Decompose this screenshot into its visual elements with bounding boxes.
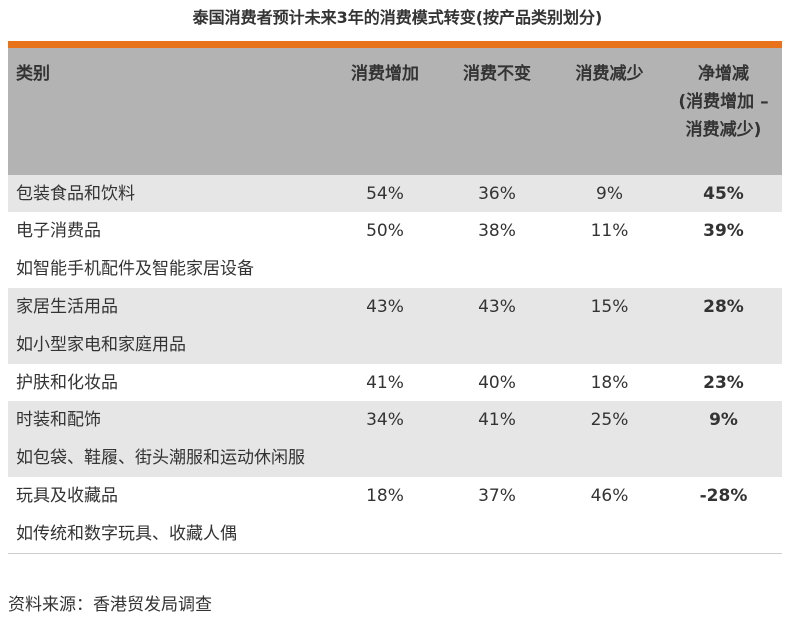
value-cell: 46% [554, 477, 665, 554]
category-name: 电子消费品 [16, 221, 101, 241]
category-note: 如智能手机配件及智能家居设备 [16, 259, 254, 279]
category-name: 包装食品和饮料 [16, 184, 135, 204]
category-note: 如小型家电和家庭用品 [16, 335, 186, 355]
category-name: 家居生活用品 [16, 297, 118, 317]
header-cell: 消费不变 [440, 48, 554, 175]
value-cell: 54% [330, 175, 440, 212]
header-text: 净增减 (消费增加 – 消费减少) [678, 64, 769, 140]
category-cell: 时装和配饰如包袋、鞋履、街头潮服和运动休闲服 [8, 401, 330, 477]
category-name: 玩具及收藏品 [16, 486, 118, 506]
category-name: 时装和配饰 [16, 410, 101, 430]
header-cell: 消费增加 [330, 48, 440, 175]
value-cell: 28% [665, 288, 782, 364]
value-cell: 18% [590, 373, 629, 393]
header-cell: 类别 [8, 48, 330, 175]
value-cell: -28% [665, 477, 782, 554]
table-body: 包装食品和饮料 54% 36% 9% 45% 电子消费品 如智能手机配件及智能家居设备 50%… [8, 175, 782, 554]
category-cell: 玩具及收藏品如传统和数字玩具、收藏人偶 [8, 477, 330, 554]
category-name: 护肤和化妆品 [16, 373, 118, 393]
table-row: 家居生活用品 如小型家电和家庭用品 43% 43% 15% 28% [8, 288, 782, 364]
value-cell: 36% [440, 175, 554, 212]
value-cell: 25% [554, 401, 665, 477]
value-cell: 43% [440, 288, 554, 364]
value-cell: 38% [478, 221, 516, 241]
value-cell: 43% [330, 288, 440, 364]
value-cell: 23% [703, 373, 744, 393]
table-row: 护肤和化妆品 41% 40% 18% 23% [8, 364, 782, 401]
source-note: 资料来源：香港贸发局调查 [8, 595, 212, 615]
table-row: 玩具及收藏品 如传统和数字玩具、收藏人偶 18% 37% 46% -28% [8, 477, 782, 554]
value-cell: 45% [665, 175, 782, 212]
category-cell: 包装食品和饮料 [8, 175, 330, 212]
value-cell: 50% [366, 221, 404, 241]
value-cell: 40% [478, 373, 516, 393]
table-row: 电子消费品如智能手机配件及智能家居设备 50% 38% 11% 39% [8, 212, 782, 288]
value-cell: 9% [554, 175, 665, 212]
value-cell: 15% [554, 288, 665, 364]
value-cell: 34% [330, 401, 440, 477]
table-row: 包装食品和饮料 54% 36% 9% 45% [8, 175, 782, 212]
header-row: 类别 消费增加 消费不变 消费减少 净增减 (消费增加 – 消费减少) [8, 48, 782, 175]
value-cell: 41% [366, 373, 404, 393]
category-note: 如传统和数字玩具、收藏人偶 [16, 524, 237, 544]
value-cell: 18% [330, 477, 440, 554]
header-cell: 净增减 (消费增加 – 消费减少) [665, 48, 782, 175]
category-cell: 家居生活用品如小型家电和家庭用品 [8, 288, 330, 364]
category-note: 如包袋、鞋履、街头潮服和运动休闲服 [16, 448, 305, 468]
table-title: 泰国消费者预计未来3年的消费模式转变(按产品类别划分) [192, 8, 603, 27]
value-cell: 11% [590, 221, 629, 241]
accent-bar [8, 41, 782, 48]
category-cell: 护肤和化妆品 [8, 364, 330, 401]
table: 类别 消费增加 消费不变 消费减少 净增减 (消费增加 – 消费减少) 包装食品和饮料 5… [8, 48, 782, 554]
table-row: 时装和配饰 如包袋、鞋履、街头潮服和运动休闲服 34% 41% 25% 9% [8, 401, 782, 477]
value-cell: 9% [665, 401, 782, 477]
value-cell: 41% [440, 401, 554, 477]
value-cell: 39% [703, 221, 744, 241]
value-cell: 37% [440, 477, 554, 554]
header-cell: 消费减少 [554, 48, 665, 175]
category-cell: 电子消费品如智能手机配件及智能家居设备 [8, 212, 330, 288]
